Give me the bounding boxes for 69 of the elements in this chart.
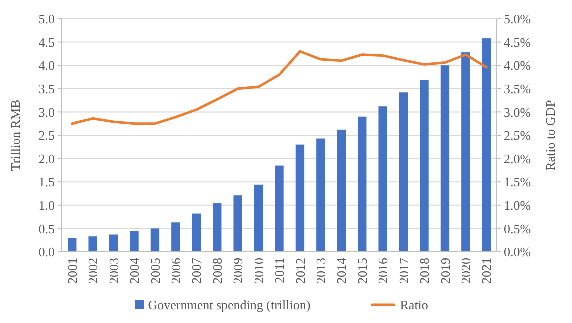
- x-tick-label: 2017: [396, 258, 412, 284]
- x-tick-label: 2010: [251, 258, 266, 284]
- y-tick-label: 1.5: [38, 174, 55, 190]
- bar: [254, 184, 264, 252]
- y2-tick-label: 5.0%: [504, 12, 532, 27]
- bar: [109, 234, 118, 252]
- bar: [68, 238, 77, 252]
- y-axis-title: Trillion RMB: [8, 99, 23, 172]
- bar: [213, 204, 222, 252]
- bar: [462, 52, 470, 252]
- y2-tick-label: 4.0%: [504, 58, 532, 74]
- y-tick-label: 1.0: [38, 198, 55, 213]
- y-tick-label: 0.5: [38, 221, 55, 236]
- bar: [316, 138, 326, 252]
- x-tick-label: 2009: [230, 258, 246, 284]
- bar: [88, 236, 98, 252]
- bar: [172, 222, 180, 252]
- x-tick-label: 2020: [458, 258, 474, 284]
- x-tick-label: 2001: [64, 258, 80, 284]
- x-tick-label: 2007: [189, 258, 204, 284]
- line-series: [71, 50, 488, 126]
- y2-tick-label: 2.5%: [504, 128, 532, 144]
- x-tick-label: 2016: [376, 258, 391, 284]
- x-tick-label: 2006: [168, 258, 184, 284]
- x-tick-label: 2002: [86, 258, 101, 284]
- y2-axis-title: Ratio to GDP: [543, 100, 558, 171]
- bar: [275, 166, 284, 252]
- x-tick-label: 2011: [272, 258, 288, 284]
- bar: [378, 106, 388, 252]
- bar: [234, 196, 242, 252]
- bar: [150, 228, 160, 252]
- bar: [440, 66, 450, 252]
- x-tick-label: 2008: [210, 258, 225, 284]
- bar: [399, 92, 408, 252]
- y-tick-label: 2.5: [38, 128, 55, 144]
- bar: [192, 214, 201, 252]
- y2-tick-label: 1.0%: [504, 198, 532, 213]
- bar: [337, 130, 346, 252]
- y2-tick-label: 2.0%: [504, 151, 532, 166]
- x-tick-label: 2005: [148, 258, 163, 284]
- y-tick-label: 5.0: [38, 12, 55, 27]
- y-tick-label: 2.0: [38, 151, 55, 166]
- bar: [482, 38, 491, 252]
- x-tick-label: 2004: [127, 258, 142, 284]
- x-tick-label: 2021: [479, 258, 494, 284]
- y-tick-label: 3.5: [38, 81, 55, 96]
- y-tick-label: 4.0: [38, 58, 55, 74]
- y2-tick-label: 3.0%: [504, 104, 532, 120]
- y2-tick-label: 3.5%: [504, 81, 532, 96]
- x-tick-label: 2019: [438, 258, 453, 284]
- legend-label: Ratio: [400, 298, 428, 313]
- bar: [130, 231, 139, 252]
- y-tick-label: 0.0: [38, 244, 55, 260]
- y-tick-label: 3.0: [38, 104, 55, 120]
- x-tick-label: 2014: [334, 258, 350, 284]
- x-tick-label: 2018: [417, 258, 432, 284]
- bar: [358, 116, 367, 252]
- y2-tick-label: 0.5%: [504, 221, 532, 236]
- x-tick-label: 2012: [292, 258, 308, 284]
- x-tick-label: 2013: [313, 258, 328, 284]
- bar: [296, 144, 305, 252]
- y2-tick-label: 4.5%: [504, 34, 532, 50]
- y2-tick-label: 1.5%: [504, 174, 532, 190]
- legend-label: Government spending (trillion): [148, 298, 311, 313]
- y2-tick-label: 0.0%: [504, 244, 532, 260]
- x-tick-label: 2015: [354, 258, 370, 284]
- y-tick-label: 4.5: [38, 34, 55, 50]
- x-tick-label: 2003: [106, 258, 122, 284]
- bar: [420, 80, 429, 252]
